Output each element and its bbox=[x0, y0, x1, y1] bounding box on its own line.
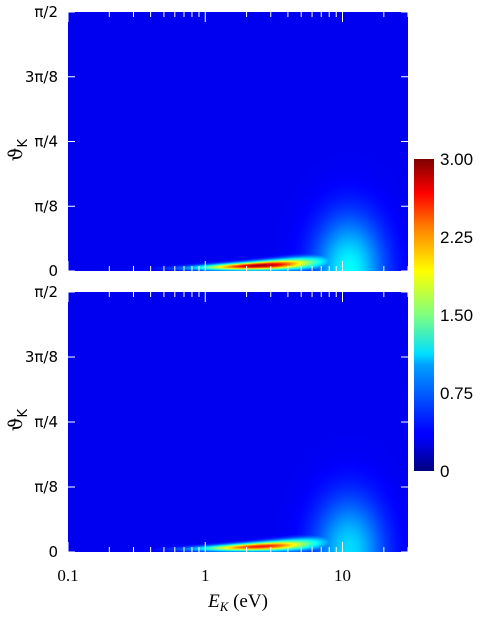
colorbar-tick-label: 3.00 bbox=[440, 150, 473, 169]
colorbar-tick-label: 0 bbox=[440, 462, 449, 481]
y-tick-label: 0 bbox=[48, 543, 58, 561]
x-tick-label: 0.1 bbox=[57, 566, 78, 585]
x-tick-label: 1 bbox=[201, 566, 210, 585]
heatmap-top bbox=[68, 12, 408, 271]
panel-top: 0 π/8 π/4 3π/8 π/2 ϑK bbox=[5, 3, 409, 280]
y-tick-label: π/8 bbox=[34, 478, 58, 496]
colorbar: 3.00 2.25 1.50 0.75 0 bbox=[414, 150, 473, 481]
x-tick-label: 10 bbox=[334, 566, 351, 585]
y-tick-label: 3π/8 bbox=[25, 68, 58, 86]
colorbar-tick-label: 1.50 bbox=[440, 306, 473, 325]
y-tick-label: π/8 bbox=[34, 197, 58, 215]
y-tick-label: 3π/8 bbox=[25, 348, 58, 366]
colorbar-gradient bbox=[414, 159, 434, 471]
colorbar-tick-label: 0.75 bbox=[440, 384, 473, 403]
y-tick-label: π/2 bbox=[34, 3, 58, 21]
y-tick-label: π/2 bbox=[34, 283, 58, 301]
heatmap-bottom bbox=[68, 292, 408, 552]
x-axis-label: EK (eV) bbox=[207, 591, 268, 614]
axes-top: 0 π/8 π/4 3π/8 π/2 bbox=[25, 3, 409, 280]
x-axis-ticks: 0.1 1 10 bbox=[57, 566, 351, 585]
y-tick-label: π/4 bbox=[34, 133, 58, 151]
y-tick-label: 0 bbox=[48, 262, 58, 280]
colorbar-tick-label: 2.25 bbox=[440, 228, 473, 247]
y-tick-label: π/4 bbox=[34, 413, 58, 431]
axes-bottom: 0 π/8 π/4 3π/8 π/2 bbox=[25, 283, 409, 561]
colorbar-ticks: 3.00 2.25 1.50 0.75 0 bbox=[440, 150, 473, 481]
y-axis-label-bottom: ϑK bbox=[5, 408, 31, 431]
y-axis-label-top: ϑK bbox=[5, 138, 31, 161]
panel-bottom: 0 π/8 π/4 3π/8 π/2 ϑK bbox=[5, 283, 409, 561]
